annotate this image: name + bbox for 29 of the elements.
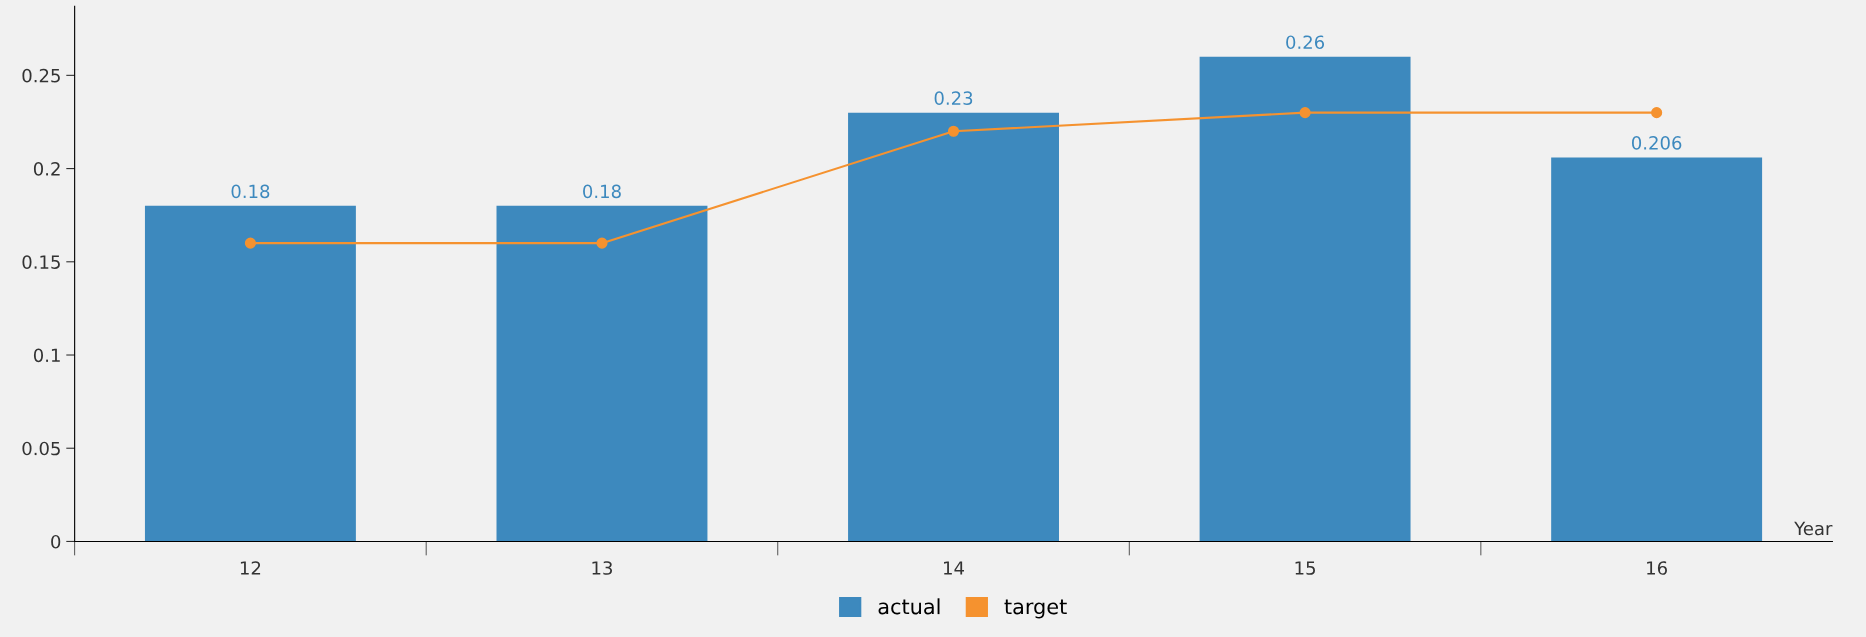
- y-tick-label: 0.2: [33, 162, 60, 176]
- point: [947, 125, 960, 137]
- y-tick-label: 0: [51, 534, 61, 549]
- data-label: 0.26: [1286, 35, 1325, 50]
- data-label: 0.23: [934, 91, 973, 105]
- x-axis-title: Year: [1794, 521, 1833, 536]
- point: [244, 237, 256, 249]
- point: [1651, 107, 1663, 119]
- bar: [496, 205, 708, 542]
- point: [1299, 107, 1311, 119]
- bar: [1199, 56, 1411, 542]
- legend-label: actual: [878, 598, 940, 615]
- x-tick-label: 13: [592, 561, 613, 575]
- data-label: 0.206: [1631, 136, 1682, 150]
- data-label: 0.18: [583, 184, 621, 199]
- bar: [144, 205, 356, 542]
- legend-label: target: [1004, 599, 1067, 619]
- y-tick-label: 0.05: [22, 441, 60, 456]
- x-tick-label: 15: [1295, 561, 1315, 575]
- y-tick-label: 0.25: [22, 68, 60, 83]
- y-tick-label: 0.1: [33, 348, 60, 363]
- bar: [848, 112, 1059, 542]
- x-tick-label: 16: [1647, 561, 1667, 575]
- x-tick-label: 12: [240, 561, 261, 575]
- data-label: 0.18: [231, 184, 270, 199]
- y-tick-label: 0.15: [22, 255, 60, 269]
- bar: [1551, 157, 1763, 542]
- x-tick-label: 14: [944, 561, 964, 575]
- point: [596, 237, 608, 249]
